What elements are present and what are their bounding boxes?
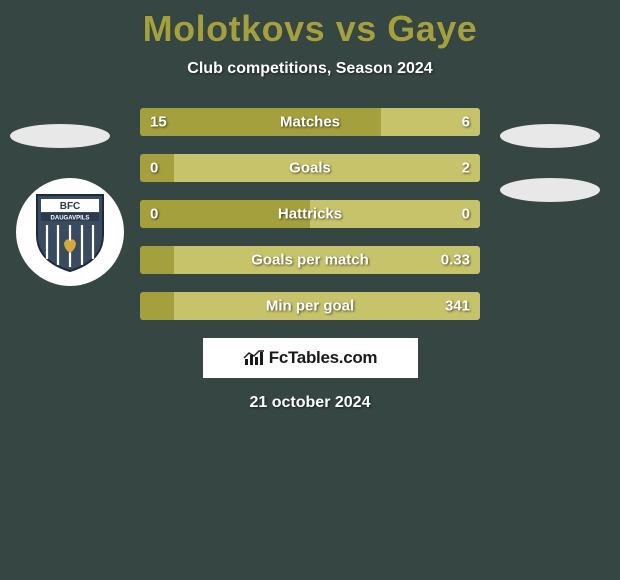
stat-value-right: 2: [462, 160, 470, 177]
stat-row: Min per goal 341: [140, 292, 480, 320]
svg-text:BFC: BFC: [60, 201, 81, 212]
stat-bar-left: [140, 292, 174, 320]
svg-text:DAUGAVPILS: DAUGAVPILS: [51, 216, 90, 222]
stat-row: 15 Matches 6: [140, 108, 480, 136]
chart-icon: [243, 349, 265, 367]
stat-value-right: 6: [462, 114, 470, 131]
stat-value-right: 341: [445, 298, 470, 315]
stat-label: Goals per match: [251, 252, 369, 269]
stat-row: 0 Goals 2: [140, 154, 480, 182]
page-subtitle: Club competitions, Season 2024: [0, 60, 620, 78]
club-crest-icon: BFC DAUGAVPILS: [27, 189, 113, 275]
player-right-placeholder-icon: [500, 124, 600, 148]
brand-box: FcTables.com: [203, 338, 418, 378]
stat-label: Min per goal: [266, 298, 354, 315]
stat-value-left: 15: [150, 114, 167, 131]
stat-label: Goals: [289, 160, 331, 177]
stat-row: Goals per match 0.33: [140, 246, 480, 274]
date-label: 21 october 2024: [0, 394, 620, 412]
stat-label: Matches: [280, 114, 340, 131]
club-right-placeholder-icon: [500, 178, 600, 202]
player-left-placeholder-icon: [10, 124, 110, 148]
brand-text: FcTables.com: [269, 348, 378, 368]
club-left-badge: BFC DAUGAVPILS: [16, 178, 124, 286]
stat-value-right: 0.33: [441, 252, 470, 269]
comparison-bars: 15 Matches 6 0 Goals 2 0 Hattricks 0 Goals per ma…: [140, 108, 480, 320]
stat-value-right: 0: [462, 206, 470, 223]
page-title: Molotkovs vs Gaye: [0, 0, 620, 50]
stat-bar-left: [140, 108, 381, 136]
stat-value-left: 0: [150, 206, 158, 223]
stat-bar-left: [140, 246, 174, 274]
stat-label: Hattricks: [278, 206, 342, 223]
stat-row: 0 Hattricks 0: [140, 200, 480, 228]
stat-value-left: 0: [150, 160, 158, 177]
